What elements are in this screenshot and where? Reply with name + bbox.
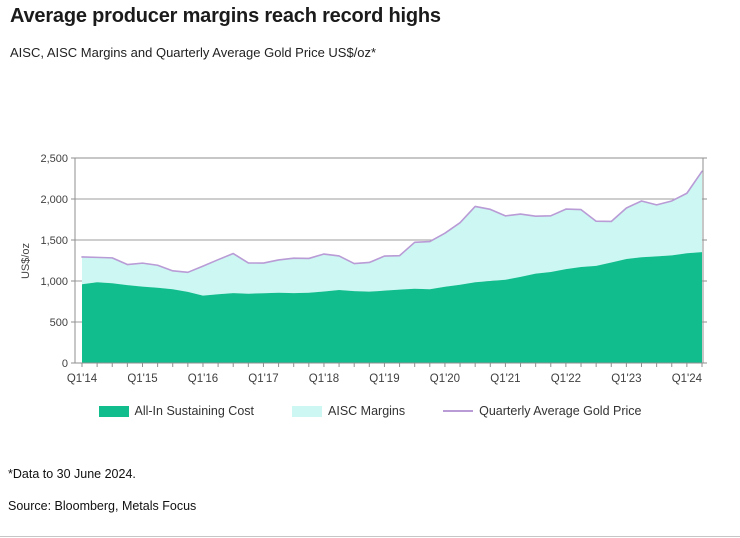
svg-text:Q1'20: Q1'20 bbox=[430, 373, 460, 385]
svg-text:Q1'16: Q1'16 bbox=[188, 373, 218, 385]
svg-text:0: 0 bbox=[62, 358, 68, 370]
svg-text:2,000: 2,000 bbox=[40, 194, 68, 206]
legend-item-gold-price: Quarterly Average Gold Price bbox=[443, 404, 641, 418]
legend-label-aisc: All-In Sustaining Cost bbox=[134, 404, 255, 418]
margins-swatch-icon bbox=[292, 405, 323, 417]
svg-text:500: 500 bbox=[50, 317, 68, 329]
legend-item-margins: AISC Margins bbox=[292, 404, 405, 418]
svg-text:Q1'21: Q1'21 bbox=[490, 373, 520, 385]
aisc-swatch-icon bbox=[98, 405, 129, 417]
legend-label-margins: AISC Margins bbox=[328, 404, 406, 418]
svg-text:1,500: 1,500 bbox=[40, 235, 68, 247]
chart-subtitle: AISC, AISC Margins and Quarterly Average… bbox=[10, 45, 377, 60]
source-note: Source: Bloomberg, Metals Focus bbox=[8, 499, 197, 513]
svg-text:Q1'19: Q1'19 bbox=[369, 373, 399, 385]
svg-text:US$/oz: US$/oz bbox=[20, 243, 32, 279]
bottom-divider bbox=[0, 536, 740, 537]
chart-legend: All-In Sustaining Cost AISC Margins Quar… bbox=[0, 404, 740, 418]
page-title: Average producer margins reach record hi… bbox=[10, 5, 441, 27]
svg-text:Q1'24: Q1'24 bbox=[672, 373, 703, 385]
legend-label-gold-price: Quarterly Average Gold Price bbox=[479, 404, 642, 418]
svg-text:2,500: 2,500 bbox=[40, 153, 68, 165]
svg-text:Q1'22: Q1'22 bbox=[551, 373, 581, 385]
legend-item-aisc: All-In Sustaining Cost bbox=[98, 404, 255, 418]
svg-text:Q1'15: Q1'15 bbox=[127, 373, 157, 385]
gold-price-line-icon bbox=[443, 410, 474, 412]
svg-text:1,000: 1,000 bbox=[40, 276, 68, 288]
svg-text:Q1'17: Q1'17 bbox=[248, 373, 278, 385]
svg-text:Q1'18: Q1'18 bbox=[309, 373, 339, 385]
data-footnote: *Data to 30 June 2024. bbox=[8, 467, 136, 481]
svg-text:Q1'23: Q1'23 bbox=[611, 373, 641, 385]
svg-text:Q1'14: Q1'14 bbox=[67, 373, 98, 385]
